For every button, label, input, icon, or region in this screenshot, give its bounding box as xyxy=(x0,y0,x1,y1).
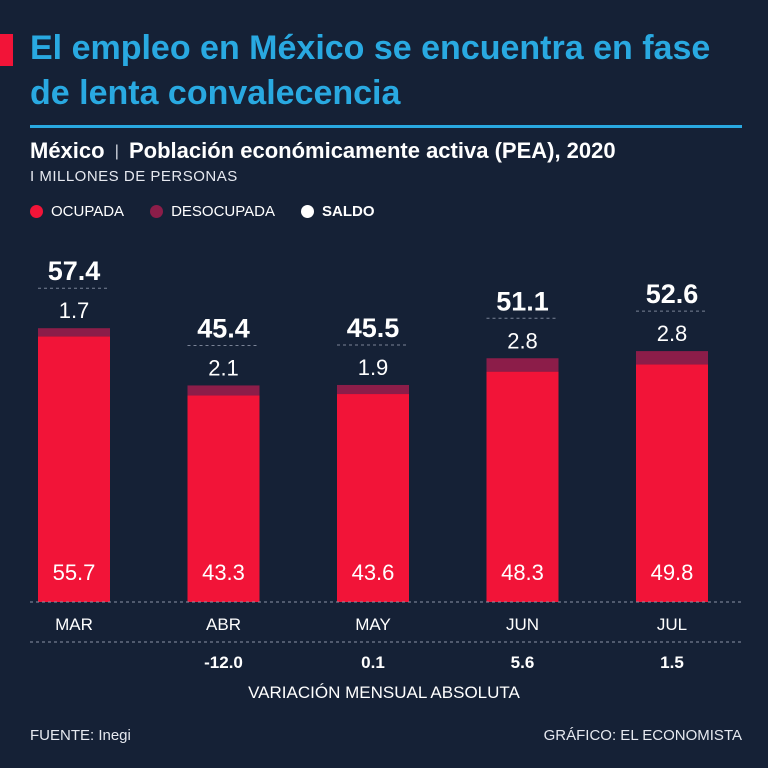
data-label-desocupada: 1.9 xyxy=(358,355,389,380)
bar-desocupada xyxy=(38,328,110,337)
saldo-label: 57.4 xyxy=(48,256,101,286)
credit-note: GRÁFICO: EL ECONOMISTA xyxy=(543,727,742,744)
data-label-ocupada: 55.7 xyxy=(53,560,96,585)
bar-desocupada xyxy=(636,351,708,365)
bar-ocupada xyxy=(38,336,110,602)
units-label: I MILLONES DE PERSONAS xyxy=(30,168,238,185)
legend-label: OCUPADA xyxy=(51,202,125,220)
legend-label: DESOCUPADA xyxy=(171,202,275,220)
legend-dot-icon xyxy=(150,204,164,218)
saldo-label: 52.6 xyxy=(646,279,699,309)
data-label-ocupada: 43.6 xyxy=(352,560,395,585)
source-note: FUENTE: Inegi xyxy=(30,727,131,744)
monthly-change-value: -12.0 xyxy=(204,653,243,672)
legend-item-desocupada: DESOCUPADA xyxy=(150,203,275,220)
data-label-desocupada: 2.8 xyxy=(657,321,688,346)
bar-ocupada xyxy=(187,395,260,602)
subtitle-text: Población económicamente activa (PEA), 2… xyxy=(129,138,616,163)
monthly-change-caption: VARIACIÓN MENSUAL ABSOLUTA xyxy=(248,683,520,702)
data-label-desocupada: 2.1 xyxy=(208,355,239,380)
legend-label: SALDO xyxy=(322,202,375,220)
subtitle-separator: | xyxy=(114,143,119,160)
data-label-desocupada: 1.7 xyxy=(59,298,90,323)
bar-desocupada xyxy=(486,358,559,372)
x-tick-label: JUN xyxy=(506,615,539,634)
data-label-ocupada: 43.3 xyxy=(202,560,245,585)
saldo-label: 45.5 xyxy=(347,313,400,343)
legend-dot-icon xyxy=(30,204,43,218)
bar-ocupada xyxy=(486,371,559,602)
accent-bar xyxy=(0,34,13,66)
legend-item-ocupada: OCUPADA xyxy=(30,203,124,220)
legend: OCUPADA DESOCUPADA SALDO xyxy=(30,200,401,222)
saldo-label: 51.1 xyxy=(496,286,549,316)
monthly-change-value: 0.1 xyxy=(361,653,385,672)
legend-dot-icon xyxy=(301,204,314,218)
bar-desocupada xyxy=(337,384,409,395)
legend-item-saldo: SALDO xyxy=(301,203,375,220)
data-label-ocupada: 49.8 xyxy=(651,560,694,585)
x-tick-label: ABR xyxy=(206,615,241,634)
title-rule xyxy=(30,125,742,128)
bar-ocupada xyxy=(636,364,708,602)
x-tick-label: JUL xyxy=(657,615,687,634)
chart-subtitle: México | Población económicamente activa… xyxy=(30,138,750,164)
data-label-desocupada: 2.8 xyxy=(507,328,538,353)
bar-ocupada xyxy=(337,394,409,602)
saldo-label: 45.4 xyxy=(197,313,250,343)
x-tick-label: MAY xyxy=(355,615,391,634)
subtitle-country: México xyxy=(30,138,105,163)
monthly-change-value: 1.5 xyxy=(660,653,684,672)
data-label-ocupada: 48.3 xyxy=(501,560,544,585)
monthly-change-value: 5.6 xyxy=(511,653,535,672)
bar-desocupada xyxy=(187,385,260,396)
headline: El empleo en México se encuentra en fase… xyxy=(30,29,711,112)
x-tick-label: MAR xyxy=(55,615,93,634)
